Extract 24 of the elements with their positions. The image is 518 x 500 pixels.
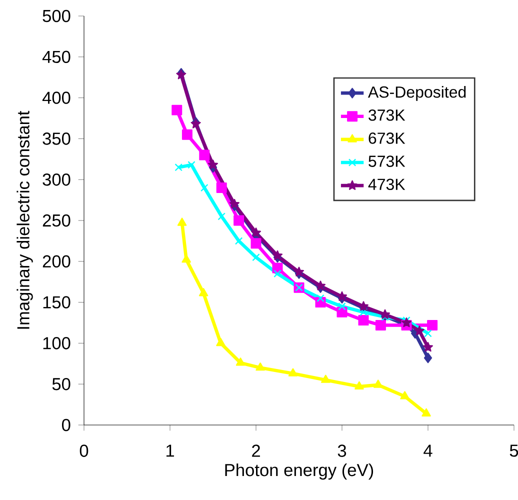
x-tick-label: 1	[166, 444, 174, 457]
legend-label: 573K	[368, 156, 406, 167]
x-tick-label: 4	[424, 444, 432, 457]
y-tick-label: 200	[42, 255, 70, 268]
x-axis-title: Photon energy (eV)	[225, 463, 374, 480]
legend-label: AS-Deposited	[368, 86, 466, 101]
y-tick-label: 450	[42, 50, 70, 64]
y-tick-label: 250	[42, 214, 70, 227]
x-tick-label: 2	[252, 444, 260, 457]
y-tick-label: 50	[52, 378, 70, 390]
y-axis-title: Imaginary dielectric constant	[16, 110, 33, 329]
legend-label: 673K	[368, 132, 406, 144]
y-tick-label: 150	[43, 296, 70, 308]
legend-label: 473K	[368, 178, 406, 190]
y-tick-label: 100	[43, 337, 70, 350]
x-tick-label: 5	[510, 444, 518, 457]
x-tick-label: 0	[80, 444, 88, 457]
y-tick-label: 400	[42, 92, 70, 104]
legend-label: 373K	[368, 109, 406, 121]
y-tick-label: 300	[42, 173, 70, 186]
x-tick-label: 3	[338, 444, 346, 457]
y-tick-label: 500	[42, 10, 70, 22]
y-tick-label: 0	[62, 418, 70, 432]
y-tick-label: 350	[42, 132, 70, 145]
